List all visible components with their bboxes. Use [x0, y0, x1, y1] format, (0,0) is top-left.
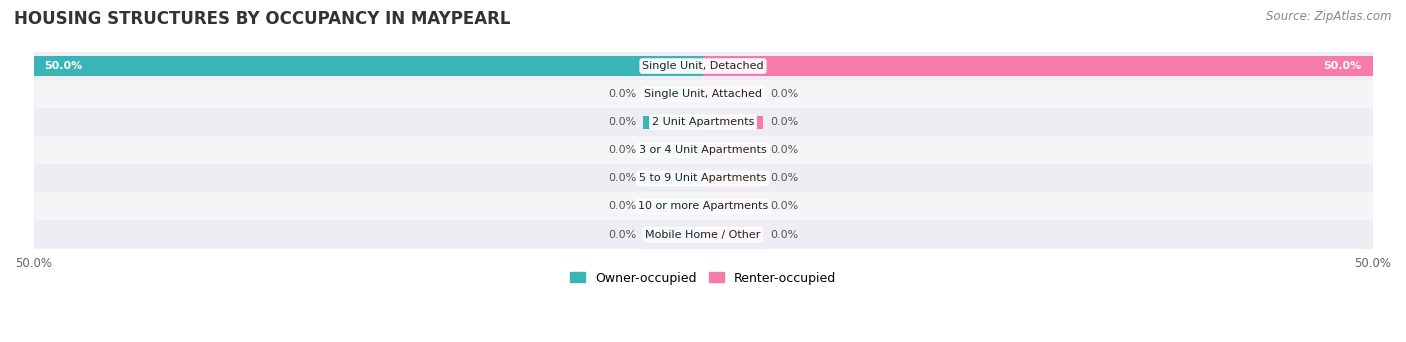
- Bar: [643, 144, 703, 157]
- Text: 0.0%: 0.0%: [770, 201, 799, 211]
- Bar: [643, 88, 703, 101]
- Bar: [34, 193, 1372, 221]
- Bar: [34, 164, 1372, 193]
- Bar: [703, 116, 763, 129]
- Bar: [34, 80, 1372, 108]
- Bar: [643, 116, 703, 129]
- Text: 0.0%: 0.0%: [770, 117, 799, 127]
- Text: 0.0%: 0.0%: [607, 173, 636, 183]
- Text: 0.0%: 0.0%: [607, 117, 636, 127]
- Bar: [34, 221, 1372, 249]
- Text: 50.0%: 50.0%: [44, 61, 83, 71]
- Text: Mobile Home / Other: Mobile Home / Other: [645, 229, 761, 239]
- Bar: [34, 108, 1372, 136]
- Text: 50.0%: 50.0%: [1323, 61, 1362, 71]
- Text: 0.0%: 0.0%: [607, 89, 636, 99]
- Legend: Owner-occupied, Renter-occupied: Owner-occupied, Renter-occupied: [565, 267, 841, 290]
- Bar: [643, 228, 703, 241]
- Text: 0.0%: 0.0%: [770, 229, 799, 239]
- Text: HOUSING STRUCTURES BY OCCUPANCY IN MAYPEARL: HOUSING STRUCTURES BY OCCUPANCY IN MAYPE…: [14, 10, 510, 28]
- Bar: [34, 56, 703, 76]
- Bar: [703, 88, 763, 101]
- Text: Single Unit, Detached: Single Unit, Detached: [643, 61, 763, 71]
- Text: 10 or more Apartments: 10 or more Apartments: [638, 201, 768, 211]
- Bar: [643, 172, 703, 185]
- Bar: [703, 172, 763, 185]
- Bar: [34, 52, 1372, 80]
- Text: 0.0%: 0.0%: [770, 89, 799, 99]
- Bar: [703, 200, 763, 213]
- Bar: [703, 228, 763, 241]
- Text: 2 Unit Apartments: 2 Unit Apartments: [652, 117, 754, 127]
- Text: 5 to 9 Unit Apartments: 5 to 9 Unit Apartments: [640, 173, 766, 183]
- Text: Source: ZipAtlas.com: Source: ZipAtlas.com: [1267, 10, 1392, 23]
- Bar: [703, 56, 1372, 76]
- Text: 0.0%: 0.0%: [607, 201, 636, 211]
- Text: 0.0%: 0.0%: [607, 145, 636, 155]
- Text: Single Unit, Attached: Single Unit, Attached: [644, 89, 762, 99]
- Bar: [643, 200, 703, 213]
- Bar: [34, 136, 1372, 164]
- Text: 0.0%: 0.0%: [770, 145, 799, 155]
- Text: 0.0%: 0.0%: [607, 229, 636, 239]
- Text: 3 or 4 Unit Apartments: 3 or 4 Unit Apartments: [640, 145, 766, 155]
- Text: 0.0%: 0.0%: [770, 173, 799, 183]
- Bar: [703, 144, 763, 157]
